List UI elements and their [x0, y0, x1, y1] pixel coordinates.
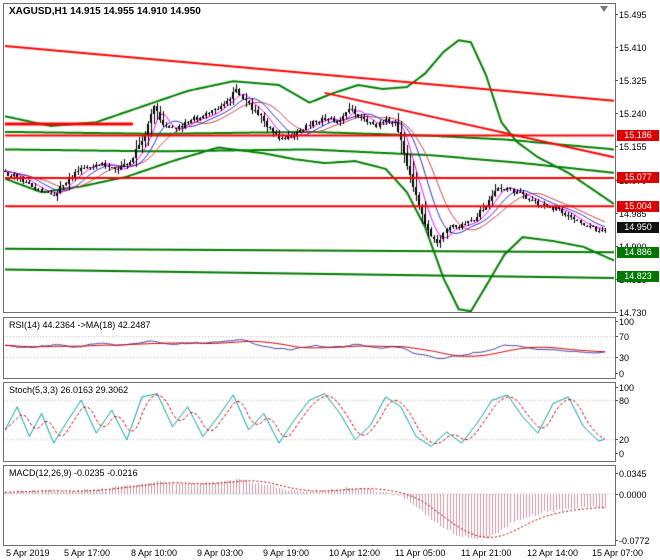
rsi-axis-label: 0	[614, 369, 625, 379]
stoch-axis-label: 20	[614, 435, 630, 445]
macd-title: MACD(12,26,9) -0.0235 -0.0216	[9, 468, 138, 478]
chart-ohlc-title: XAGUSD,H1 14.915 14.955 14.910 14.950	[9, 6, 201, 17]
time-axis-label: 8 Apr 10:00	[131, 548, 178, 558]
chart-shift-marker	[600, 6, 608, 12]
price-axis-label: 15.325	[615, 76, 647, 86]
time-axis-label: 11 Apr 05:00	[395, 548, 446, 558]
price-axis-label: 15.155	[615, 142, 647, 152]
rsi-canvas[interactable]	[4, 318, 615, 378]
price-chart-panel: XAGUSD,H1 14.915 14.955 14.910 14.950	[3, 3, 616, 313]
macd-axis-label: 0.0000	[615, 490, 647, 500]
rsi-axis-label: 30	[614, 353, 630, 363]
stochastic-canvas[interactable]	[4, 383, 615, 461]
rsi-axis-label: 70	[614, 332, 630, 342]
time-axis-label: 11 Apr 21:00	[461, 548, 512, 558]
macd-axis-label: 0.0345	[615, 469, 647, 479]
time-axis-label: 9 Apr 03:00	[197, 548, 244, 558]
stochastic-panel: Stoch(5,3,3) 26.0163 29.3062	[3, 382, 616, 462]
price-axis-label: 14.985	[615, 209, 647, 219]
macd-panel: MACD(12,26,9) -0.0235 -0.0216	[3, 465, 616, 546]
stoch-axis-label: 80	[614, 396, 630, 406]
stoch-axis-label: 0	[614, 449, 625, 459]
price-tag: 15.186	[617, 130, 659, 141]
macd-axis-label: -0.0772	[615, 536, 650, 546]
time-axis-label: 5 Apr 2019	[6, 548, 50, 558]
price-tag: 14.950	[617, 222, 659, 233]
time-axis-label: 5 Apr 17:00	[64, 548, 111, 558]
time-axis-label: 15 Apr 07:00	[592, 548, 644, 558]
price-tag: 15.077	[617, 172, 659, 183]
rsi-panel: RSI(14) 44.2364 ->MA(18) 42.2487	[3, 317, 616, 379]
price-axis-label: 15.240	[615, 109, 647, 119]
time-axis-label: 12 Apr 14:00	[527, 548, 579, 558]
time-axis-label: 9 Apr 19:00	[263, 548, 310, 558]
price-chart-canvas[interactable]	[4, 4, 615, 312]
price-tag: 15.004	[617, 201, 659, 212]
rsi-axis-label: 100	[614, 317, 635, 327]
stoch-axis-label: 100	[614, 383, 635, 393]
time-axis-label: 10 Apr 12:00	[329, 548, 381, 558]
price-tag: 14.886	[617, 247, 659, 258]
price-axis-label: 14.730	[615, 308, 647, 318]
macd-canvas[interactable]	[4, 466, 615, 545]
price-axis-label: 15.495	[615, 10, 647, 20]
price-axis-label: 15.410	[615, 43, 647, 53]
stochastic-title: Stoch(5,3,3) 26.0163 29.3062	[9, 385, 129, 395]
rsi-title: RSI(14) 44.2364 ->MA(18) 42.2487	[9, 320, 151, 330]
price-tag: 14.823	[617, 271, 659, 282]
